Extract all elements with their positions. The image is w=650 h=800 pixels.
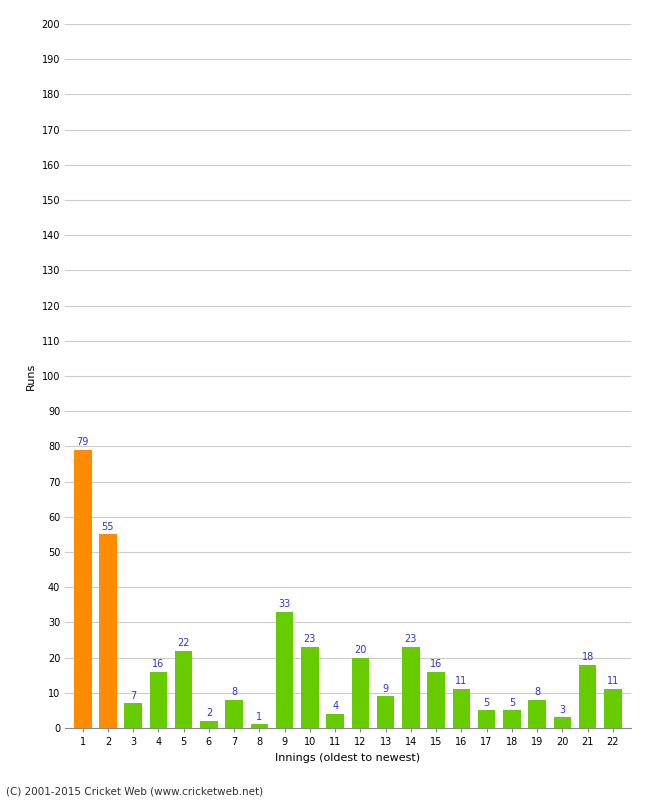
Text: 4: 4 (332, 701, 338, 711)
Bar (604, 690, 621, 728)
Bar (377, 696, 395, 728)
Bar (74, 450, 92, 728)
Text: 7: 7 (130, 690, 136, 701)
Text: 16: 16 (152, 659, 164, 669)
Bar (503, 710, 521, 728)
Text: 8: 8 (231, 687, 237, 697)
Bar (326, 714, 344, 728)
Bar (200, 721, 218, 728)
Bar (554, 718, 571, 728)
Bar (352, 658, 369, 728)
Text: 23: 23 (304, 634, 316, 644)
Bar (427, 672, 445, 728)
Y-axis label: Runs: Runs (26, 362, 36, 390)
Text: (C) 2001-2015 Cricket Web (www.cricketweb.net): (C) 2001-2015 Cricket Web (www.cricketwe… (6, 786, 264, 796)
Text: 33: 33 (278, 599, 291, 609)
Text: 16: 16 (430, 659, 442, 669)
Text: 3: 3 (559, 705, 566, 714)
Bar (452, 690, 470, 728)
Text: 8: 8 (534, 687, 540, 697)
Text: 2: 2 (206, 708, 212, 718)
Text: 79: 79 (77, 437, 89, 447)
Text: 18: 18 (582, 652, 593, 662)
Bar (250, 725, 268, 728)
Bar (276, 612, 293, 728)
Text: 55: 55 (101, 522, 114, 531)
Bar (99, 534, 117, 728)
Text: 5: 5 (484, 698, 489, 707)
Bar (528, 700, 546, 728)
X-axis label: Innings (oldest to newest): Innings (oldest to newest) (275, 753, 421, 762)
Bar (301, 647, 318, 728)
Text: 9: 9 (383, 683, 389, 694)
Bar (150, 672, 167, 728)
Text: 20: 20 (354, 645, 367, 654)
Text: 11: 11 (606, 677, 619, 686)
Text: 23: 23 (405, 634, 417, 644)
Bar (124, 703, 142, 728)
Text: 1: 1 (256, 712, 263, 722)
Bar (402, 647, 420, 728)
Text: 22: 22 (177, 638, 190, 648)
Bar (175, 650, 192, 728)
Text: 11: 11 (455, 677, 467, 686)
Bar (226, 700, 243, 728)
Bar (478, 710, 495, 728)
Bar (578, 665, 597, 728)
Text: 5: 5 (509, 698, 515, 707)
